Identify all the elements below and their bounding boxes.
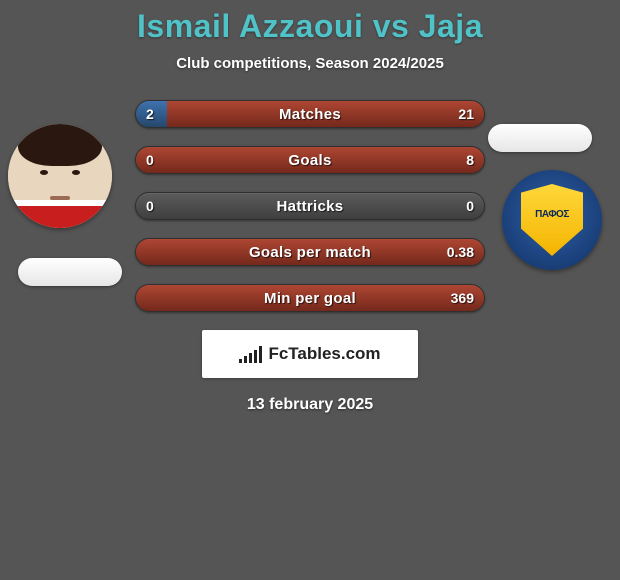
stat-label: Goals	[288, 152, 331, 169]
page-title: Ismail Azzaoui vs Jaja	[0, 8, 620, 45]
bars-icon	[239, 345, 262, 363]
stat-label: Min per goal	[264, 290, 356, 307]
stat-right-value: 369	[451, 290, 474, 306]
player-left-flag-pill	[18, 258, 122, 286]
stat-label: Matches	[279, 106, 341, 123]
stat-row-min-per-goal: Min per goal 369	[135, 284, 485, 312]
badge-text: ΠΑΦΟΣ	[535, 209, 569, 220]
player-right-flag-pill	[488, 124, 592, 152]
stat-row-goals: 0 Goals 8	[135, 146, 485, 174]
shield-icon: ΠΑΦΟΣ	[521, 184, 583, 256]
stat-left-value: 2	[146, 106, 154, 122]
stat-label: Goals per match	[249, 244, 371, 261]
stat-label: Hattricks	[277, 198, 344, 215]
stat-right-value: 21	[458, 106, 474, 122]
brand-text: FcTables.com	[268, 344, 380, 364]
stats-block: 2 Matches 21 0 Goals 8 0 Hattricks 0 Goa…	[135, 100, 485, 312]
stat-left-value: 0	[146, 152, 154, 168]
stat-left-value: 0	[146, 198, 154, 214]
stat-right-value: 0	[466, 198, 474, 214]
player-right-avatar: ΠΑΦΟΣ	[502, 170, 602, 270]
player-left-avatar	[8, 124, 112, 228]
stat-right-value: 0.38	[447, 244, 474, 260]
stat-right-value: 8	[466, 152, 474, 168]
stat-row-matches: 2 Matches 21	[135, 100, 485, 128]
face-icon	[8, 124, 112, 228]
stat-row-goals-per-match: Goals per match 0.38	[135, 238, 485, 266]
date: 13 february 2025	[0, 396, 620, 414]
subtitle: Club competitions, Season 2024/2025	[0, 55, 620, 72]
stat-row-hattricks: 0 Hattricks 0	[135, 192, 485, 220]
brand-box[interactable]: FcTables.com	[202, 330, 418, 378]
